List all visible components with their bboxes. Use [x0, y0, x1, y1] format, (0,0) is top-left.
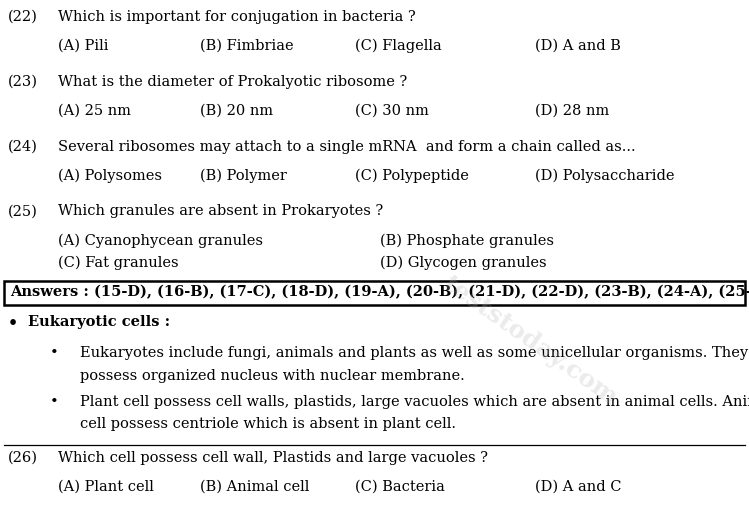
Text: •: •	[50, 394, 58, 409]
Text: •: •	[50, 347, 58, 360]
Text: (C) Fat granules: (C) Fat granules	[58, 255, 178, 270]
Text: What is the diameter of Prokalyotic ribosome ?: What is the diameter of Prokalyotic ribo…	[58, 75, 407, 89]
Text: (23): (23)	[8, 75, 38, 89]
Text: (A) Pili: (A) Pili	[58, 39, 109, 53]
Text: (D) A and C: (D) A and C	[535, 480, 622, 493]
Text: (24): (24)	[8, 139, 38, 154]
Text: Eukaryotes include fungi, animals and plants as well as some unicellular organis: Eukaryotes include fungi, animals and pl…	[80, 347, 748, 360]
Text: Answers : (15-D), (16-B), (17-C), (18-D), (19-A), (20-B), (21-D), (22-D), (23-B): Answers : (15-D), (16-B), (17-C), (18-D)…	[10, 286, 749, 300]
Text: Which is important for conjugation in bacteria ?: Which is important for conjugation in ba…	[58, 10, 416, 24]
Text: Eukaryotic cells :: Eukaryotic cells :	[28, 316, 170, 329]
Text: (25): (25)	[8, 205, 38, 218]
Text: (A) Polysomes: (A) Polysomes	[58, 168, 162, 183]
Text: (B) Phosphate granules: (B) Phosphate granules	[380, 233, 554, 248]
Text: (B) 20 nm: (B) 20 nm	[200, 104, 273, 118]
Text: teststoday.com: teststoday.com	[438, 272, 622, 410]
Text: (C) Bacteria: (C) Bacteria	[355, 480, 445, 493]
Text: (B) Polymer: (B) Polymer	[200, 168, 287, 183]
Text: (22): (22)	[8, 10, 38, 24]
Text: possess organized nucleus with nuclear membrane.: possess organized nucleus with nuclear m…	[80, 369, 464, 382]
Text: (D) A and B: (D) A and B	[535, 39, 621, 53]
Text: (A) Cyanophycean granules: (A) Cyanophycean granules	[58, 233, 263, 248]
Text: Which granules are absent in Prokaryotes ?: Which granules are absent in Prokaryotes…	[58, 205, 383, 218]
Text: (C) 30 nm: (C) 30 nm	[355, 104, 429, 118]
Text: •: •	[8, 316, 18, 332]
Text: (D) Polysaccharide: (D) Polysaccharide	[535, 168, 675, 183]
Text: (26): (26)	[8, 451, 38, 465]
Text: (B) Fimbriae: (B) Fimbriae	[200, 39, 294, 53]
Text: (C) Flagella: (C) Flagella	[355, 39, 442, 53]
Text: Which cell possess cell wall, Plastids and large vacuoles ?: Which cell possess cell wall, Plastids a…	[58, 451, 488, 465]
Text: (A) 25 nm: (A) 25 nm	[58, 104, 131, 118]
Text: (D) 28 nm: (D) 28 nm	[535, 104, 609, 118]
Text: (C) Polypeptide: (C) Polypeptide	[355, 168, 469, 183]
Text: cell possess centriole which is absent in plant cell.: cell possess centriole which is absent i…	[80, 417, 456, 431]
Text: (A) Plant cell: (A) Plant cell	[58, 480, 154, 493]
Bar	[4, 281, 745, 306]
Text: Several ribosomes may attach to a single mRNA  and form a chain called as...: Several ribosomes may attach to a single…	[58, 139, 636, 154]
Text: (D) Glycogen granules: (D) Glycogen granules	[380, 255, 547, 270]
Text: Plant cell possess cell walls, plastids, large vacuoles which are absent in anim: Plant cell possess cell walls, plastids,…	[80, 394, 749, 409]
Text: (B) Animal cell: (B) Animal cell	[200, 480, 309, 493]
